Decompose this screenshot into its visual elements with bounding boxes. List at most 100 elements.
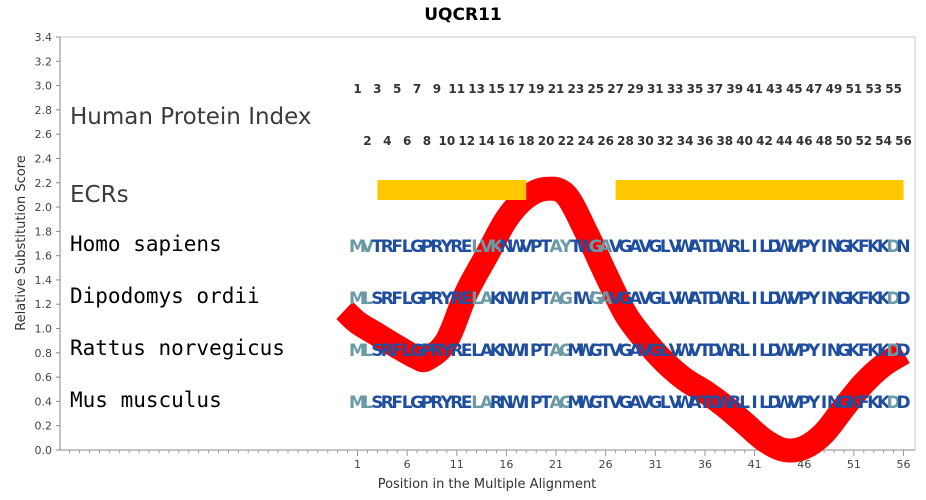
residue: R (430, 341, 443, 361)
residue: G (619, 237, 633, 257)
index-number-odd: 19 (528, 82, 545, 96)
residue: W (775, 341, 794, 361)
residue: R (381, 289, 394, 309)
residue: Y (807, 393, 821, 413)
species-label: Homo sapiens (70, 232, 222, 256)
residue: L (402, 237, 413, 257)
index-number-odd: 11 (448, 82, 465, 96)
residue: D (708, 341, 722, 361)
residue: D (887, 393, 901, 413)
residue: L (362, 289, 373, 309)
residue: P (530, 237, 542, 257)
residue: W (676, 341, 695, 361)
y-tick-label: 0.6 (35, 371, 53, 384)
residue: R (430, 237, 443, 257)
residue: T (540, 237, 552, 257)
ecrs-label: ECRs (70, 182, 129, 208)
residue: G (648, 393, 662, 413)
residue: A (629, 237, 643, 257)
residue: G (589, 237, 603, 257)
residue: A (549, 237, 563, 257)
residue: M (349, 237, 366, 257)
residue: D (896, 393, 910, 413)
residue: G (559, 341, 573, 361)
residue: V (639, 341, 653, 361)
index-number-even: 12 (458, 134, 475, 148)
residue: A (480, 341, 494, 361)
residue: W (775, 237, 794, 257)
index-number-odd: 33 (667, 82, 684, 96)
residue: W (576, 289, 595, 309)
residue: I (751, 393, 757, 413)
residue: D (887, 237, 901, 257)
index-number-even: 20 (538, 134, 555, 148)
index-number-odd: 25 (587, 82, 604, 96)
y-tick-label: 0.4 (35, 395, 53, 408)
residue: L (471, 289, 482, 309)
residue: K (877, 237, 891, 257)
residue: F (858, 237, 870, 257)
residue: T (570, 237, 582, 257)
index-number-odd: 15 (488, 82, 505, 96)
residue: D (767, 341, 781, 361)
row-labels: Human Protein Index ECRs (70, 104, 312, 208)
residue: I (751, 289, 757, 309)
residue: G (559, 393, 573, 413)
residue: L (739, 289, 750, 309)
residue: S (371, 289, 383, 309)
index-number-odd: 43 (766, 82, 783, 96)
index-number-even: 8 (423, 134, 431, 148)
residue: E (461, 393, 473, 413)
residue: V (609, 237, 623, 257)
residue: N (896, 237, 910, 257)
residue: L (759, 289, 770, 309)
residue: K (867, 237, 881, 257)
index-number-even: 50 (836, 134, 853, 148)
index-number-even: 16 (498, 134, 515, 148)
residue: R (728, 341, 741, 361)
index-number-even: 46 (796, 134, 813, 148)
residue: V (639, 393, 653, 413)
residue: G (837, 237, 851, 257)
residue: N (827, 341, 841, 361)
residue: Y (440, 393, 454, 413)
index-number-odd: 13 (468, 82, 485, 96)
residue: A (688, 237, 702, 257)
residue: T (600, 341, 612, 361)
residue: V (609, 341, 623, 361)
residue: R (450, 289, 463, 309)
index-number-even: 34 (677, 134, 694, 148)
residue: L (362, 393, 373, 413)
residue: A (549, 393, 563, 413)
residue: V (788, 393, 802, 413)
y-tick-label: 0.2 (35, 420, 53, 433)
residue: A (688, 289, 702, 309)
x-tick-label: 21 (549, 458, 563, 471)
residue: F (391, 393, 403, 413)
residue: Y (807, 289, 821, 309)
residue: T (699, 393, 711, 413)
ecr-track (377, 180, 904, 200)
residue: I (523, 341, 529, 361)
residue: F (391, 289, 403, 309)
residue: G (648, 341, 662, 361)
residue: P (421, 289, 433, 309)
residue: L (739, 237, 750, 257)
index-number-odd: 21 (548, 82, 565, 96)
residue: A (480, 393, 494, 413)
residue: L (759, 237, 770, 257)
residue: G (589, 341, 603, 361)
series-line-0 (336, 176, 910, 463)
residue: Y (807, 237, 821, 257)
residue: G (837, 393, 851, 413)
index-number-even: 24 (577, 134, 594, 148)
residue: W (775, 289, 794, 309)
x-tick-label: 6 (404, 458, 411, 471)
residue: E (461, 289, 473, 309)
residue: D (896, 289, 910, 309)
residue: S (371, 393, 383, 413)
residue: I (573, 289, 579, 309)
residue: N (499, 341, 513, 361)
human-protein-index: 1 3 5 7 9 11 13 15 17 19 21 23 25 27 29 31 33 35 37 39 41 43 4… (353, 82, 912, 148)
